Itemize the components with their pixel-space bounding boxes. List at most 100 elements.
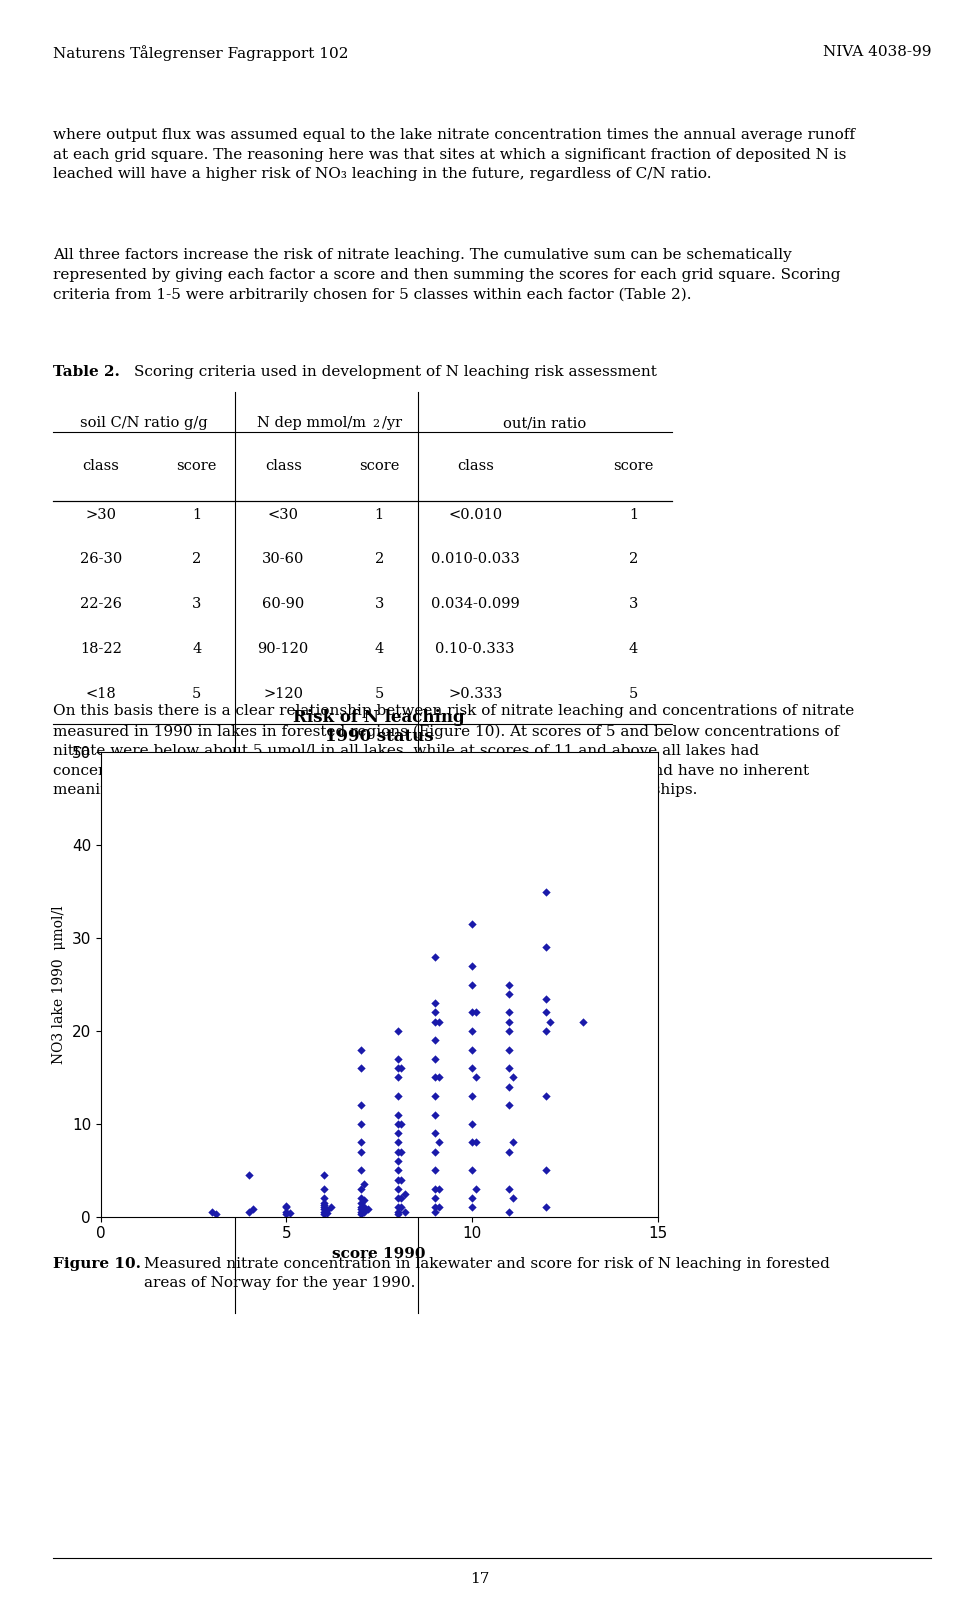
Point xyxy=(501,1009,516,1034)
Text: 1: 1 xyxy=(374,508,384,522)
Point xyxy=(501,1199,516,1225)
Point xyxy=(501,1018,516,1044)
Point xyxy=(465,972,480,997)
Text: >30: >30 xyxy=(85,508,116,522)
Point xyxy=(539,1158,554,1183)
Point xyxy=(357,1172,372,1198)
Text: /yr: /yr xyxy=(382,416,402,431)
Text: 0.10-0.333: 0.10-0.333 xyxy=(436,642,515,656)
Point xyxy=(390,1167,405,1193)
Point xyxy=(282,1201,298,1226)
X-axis label: score 1990: score 1990 xyxy=(332,1247,426,1262)
Point xyxy=(390,1185,405,1210)
Point xyxy=(397,1182,413,1207)
Text: 0.010-0.033: 0.010-0.033 xyxy=(431,552,519,567)
Point xyxy=(390,1177,405,1202)
Point xyxy=(427,1185,443,1210)
Point xyxy=(394,1055,409,1081)
Point xyxy=(542,1009,558,1034)
Point xyxy=(427,945,443,970)
Text: 4: 4 xyxy=(192,642,202,656)
Text: 22-26: 22-26 xyxy=(80,597,122,612)
Point xyxy=(316,1185,331,1210)
Text: On this basis there is a clear relationship between risk of nitrate leaching and: On this basis there is a clear relations… xyxy=(53,704,854,797)
Point xyxy=(394,1138,409,1164)
Point xyxy=(465,911,480,937)
Point xyxy=(539,879,554,905)
Point xyxy=(539,1194,554,1220)
Point xyxy=(390,1018,405,1044)
Text: 4: 4 xyxy=(629,642,638,656)
Point xyxy=(465,1084,480,1109)
Y-axis label: NO3 lake 1990  μmol/l: NO3 lake 1990 μmol/l xyxy=(52,905,66,1065)
Point xyxy=(465,999,480,1025)
Point xyxy=(360,1196,375,1222)
Text: All three factors increase the risk of nitrate leaching. The cumulative sum can : All three factors increase the risk of n… xyxy=(53,248,840,301)
Point xyxy=(316,1201,331,1226)
Point xyxy=(394,1194,409,1220)
Point xyxy=(324,1194,339,1220)
Point xyxy=(539,1084,554,1109)
Point xyxy=(431,1194,446,1220)
Point xyxy=(316,1199,331,1225)
Point xyxy=(427,999,443,1025)
Point xyxy=(465,1194,480,1220)
Point xyxy=(431,1065,446,1090)
Text: class: class xyxy=(83,459,119,474)
Point xyxy=(242,1199,257,1225)
Point xyxy=(427,1194,443,1220)
Text: 60-90: 60-90 xyxy=(262,597,304,612)
Point xyxy=(390,1194,405,1220)
Point xyxy=(390,1084,405,1109)
Point xyxy=(431,1009,446,1034)
Point xyxy=(390,1130,405,1156)
Text: 90-120: 90-120 xyxy=(257,642,309,656)
Point xyxy=(501,999,516,1025)
Point xyxy=(465,1158,480,1183)
Point xyxy=(353,1199,369,1225)
Point xyxy=(427,991,443,1017)
Text: Scoring criteria used in development of N leaching risk assessment: Scoring criteria used in development of … xyxy=(134,365,658,379)
Point xyxy=(501,1037,516,1063)
Point xyxy=(427,1101,443,1127)
Text: 3: 3 xyxy=(192,597,202,612)
Text: 5: 5 xyxy=(374,687,384,701)
Point xyxy=(204,1199,220,1225)
Point xyxy=(427,1121,443,1146)
Point xyxy=(390,1201,405,1226)
Text: 4: 4 xyxy=(374,642,384,656)
Point xyxy=(316,1191,331,1217)
Point xyxy=(505,1130,520,1156)
Point xyxy=(465,1130,480,1156)
Point xyxy=(316,1194,331,1220)
Text: soil C/N ratio g/g: soil C/N ratio g/g xyxy=(81,416,207,431)
Text: Naturens Tålegrenser Fagrapport 102: Naturens Tålegrenser Fagrapport 102 xyxy=(53,45,348,61)
Text: <30: <30 xyxy=(268,508,299,522)
Point xyxy=(390,1121,405,1146)
Point xyxy=(427,1084,443,1109)
Point xyxy=(427,1045,443,1071)
Point xyxy=(353,1138,369,1164)
Point xyxy=(468,1065,484,1090)
Text: 5: 5 xyxy=(192,687,202,701)
Point xyxy=(353,1190,369,1215)
Point xyxy=(465,1111,480,1137)
Point xyxy=(501,972,516,997)
Point xyxy=(278,1201,294,1226)
Point xyxy=(390,1148,405,1174)
Text: Table 2.: Table 2. xyxy=(53,365,120,379)
Point xyxy=(501,1074,516,1100)
Text: 1: 1 xyxy=(629,508,638,522)
Point xyxy=(394,1185,409,1210)
Point xyxy=(316,1190,331,1215)
Text: 3: 3 xyxy=(629,597,638,612)
Point xyxy=(353,1130,369,1156)
Point xyxy=(427,1199,443,1225)
Text: score: score xyxy=(613,459,654,474)
Point xyxy=(427,1065,443,1090)
Point xyxy=(539,986,554,1012)
Point xyxy=(394,1167,409,1193)
Text: where output flux was assumed equal to the lake nitrate concentration times the : where output flux was assumed equal to t… xyxy=(53,128,854,181)
Point xyxy=(390,1055,405,1081)
Point xyxy=(390,1101,405,1127)
